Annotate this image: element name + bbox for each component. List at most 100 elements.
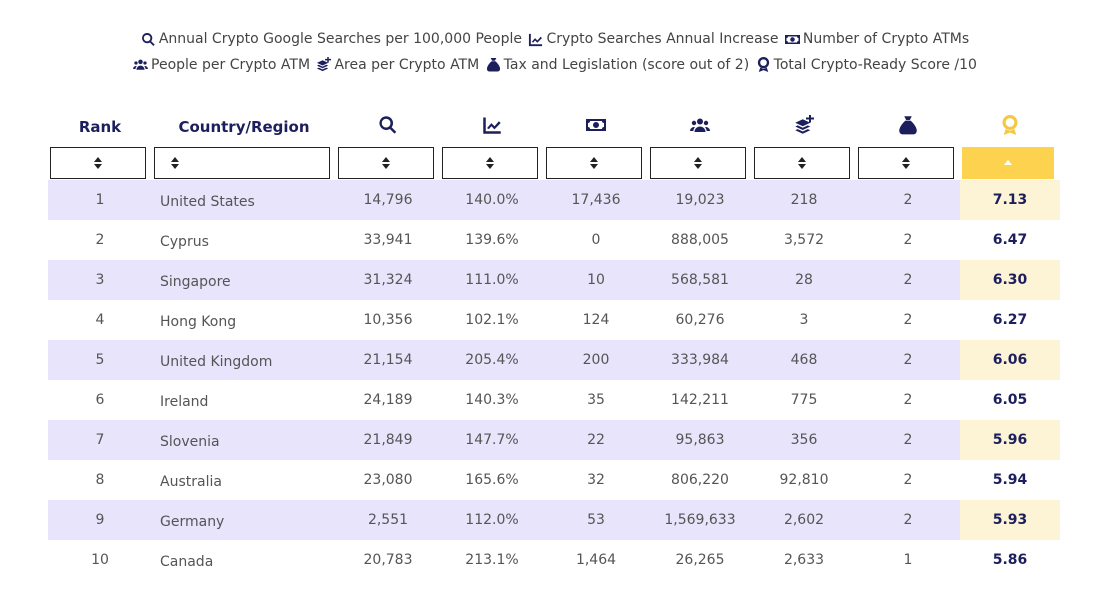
sort-icon: [694, 157, 702, 169]
sort-increase-button[interactable]: [442, 147, 538, 179]
cell-value: 7.13: [992, 192, 1028, 208]
sort-area-per-atm-button[interactable]: [754, 147, 850, 179]
cell-country: Ireland: [152, 380, 336, 420]
table-row: 1 United States 14,796 140.0% 17,436 19,023 21…: [48, 180, 1061, 220]
cell-value: 26,265: [675, 552, 725, 568]
cell-value: 10,356: [363, 312, 413, 328]
money-bill-icon: [784, 32, 803, 47]
cell-tax: 2: [856, 340, 960, 380]
cell-area-per-atm: 218: [752, 180, 856, 220]
cell-value: 95,863: [675, 432, 725, 448]
cell-tax: 2: [856, 420, 960, 460]
cell-value: 140.3%: [465, 392, 519, 408]
sort-cell: [336, 144, 440, 180]
cell-value: 2: [903, 312, 913, 328]
cell-value: Ireland: [160, 394, 209, 410]
sort-rank-button[interactable]: [50, 147, 146, 179]
cell-value: 2: [903, 272, 913, 288]
table-row: 8 Australia 23,080 165.6% 32 806,220 92,810 2 5.…: [48, 460, 1061, 500]
cell-value: 2: [903, 232, 913, 248]
legend-line-1: Annual Crypto Google Searches per 100,00…: [0, 28, 1110, 54]
cell-increase: 112.0%: [440, 500, 544, 540]
sort-cell: [440, 144, 544, 180]
cell-tax: 2: [856, 460, 960, 500]
cell-value: 147.7%: [465, 432, 519, 448]
cell-value: 1,464: [575, 552, 617, 568]
cell-rank: 9: [48, 500, 152, 540]
users-icon: [133, 57, 151, 72]
cell-area-per-atm: 28: [752, 260, 856, 300]
column-legend: Annual Crypto Google Searches per 100,00…: [0, 28, 1110, 79]
layers-plus-icon: [794, 115, 814, 139]
cell-tax: 2: [856, 220, 960, 260]
cell-value: 2,633: [783, 552, 825, 568]
cell-value: 7: [95, 432, 105, 448]
cell-searches: 33,941: [336, 220, 440, 260]
cell-rank: 4: [48, 300, 152, 340]
legend-label: Number of Crypto ATMs: [802, 31, 970, 47]
cell-value: Singapore: [160, 274, 231, 290]
sort-atms-button[interactable]: [546, 147, 642, 179]
cell-country: Australia: [152, 460, 336, 500]
cell-atms: 10: [544, 260, 648, 300]
cell-value: 17,436: [571, 192, 621, 208]
sort-cell: [648, 144, 752, 180]
cell-searches: 24,189: [336, 380, 440, 420]
cell-value: 10: [587, 272, 605, 288]
cell-tax: 2: [856, 380, 960, 420]
sort-icon: [798, 157, 806, 169]
table-body: 1 United States 14,796 140.0% 17,436 19,023 21…: [48, 180, 1061, 580]
column-header-label: Country/Region: [178, 118, 310, 136]
cell-atms: 22: [544, 420, 648, 460]
sort-country-button[interactable]: [154, 147, 330, 179]
cell-value: 1: [903, 552, 913, 568]
sort-icon: [902, 157, 910, 169]
cell-value: Canada: [160, 554, 214, 570]
cell-value: 6.27: [992, 312, 1028, 328]
legend-label: Total Crypto-Ready Score /10: [773, 56, 977, 73]
table-row: 5 United Kingdom 21,154 205.4% 200 333,984 468…: [48, 340, 1061, 380]
cell-value: 165.6%: [465, 472, 519, 488]
cell-value: 28: [795, 272, 813, 288]
cell-searches: 20,783: [336, 540, 440, 580]
money-bill-icon: [586, 115, 606, 139]
cell-value: 356: [790, 432, 818, 448]
sort-people-per-atm-button[interactable]: [650, 147, 746, 179]
cell-value: 213.1%: [465, 552, 519, 568]
cell-value: 2: [95, 232, 105, 248]
table-row: 6 Ireland 24,189 140.3% 35 142,211 775 2 6.05: [48, 380, 1061, 420]
legend-item: Crypto Searches Annual Increase: [528, 28, 778, 50]
table-row: 9 Germany 2,551 112.0% 53 1,569,633 2,602 2 5.93: [48, 500, 1061, 540]
cell-value: 14,796: [363, 192, 413, 208]
sort-cell: [152, 144, 336, 180]
cell-rank: 10: [48, 540, 152, 580]
sort-icon: [171, 157, 179, 169]
cell-people-per-atm: 806,220: [648, 460, 752, 500]
cell-area-per-atm: 2,633: [752, 540, 856, 580]
cell-score: 6.30: [960, 260, 1060, 300]
legend-line-2: People per Crypto ATM Area per Crypto AT…: [0, 54, 1110, 80]
cell-value: 2: [903, 192, 913, 208]
cell-searches: 2,551: [336, 500, 440, 540]
cell-tax: 2: [856, 500, 960, 540]
cell-increase: 205.4%: [440, 340, 544, 380]
cell-atms: 124: [544, 300, 648, 340]
cell-value: Slovenia: [160, 434, 220, 450]
cell-value: 806,220: [671, 472, 729, 488]
header-country: Country/Region: [152, 118, 336, 136]
cell-value: 6.47: [992, 232, 1028, 248]
sort-tax-button[interactable]: [858, 147, 954, 179]
cell-searches: 21,154: [336, 340, 440, 380]
cell-value: 1,569,633: [664, 512, 736, 528]
sort-icon: [486, 157, 494, 169]
sort-searches-button[interactable]: [338, 147, 434, 179]
cell-value: 9: [95, 512, 105, 528]
chart-line-icon: [528, 32, 546, 47]
cell-score: 5.94: [960, 460, 1060, 500]
cell-tax: 2: [856, 260, 960, 300]
cell-value: 35: [587, 392, 605, 408]
cell-score: 6.27: [960, 300, 1060, 340]
header-rank: Rank: [48, 118, 152, 136]
cell-area-per-atm: 3,572: [752, 220, 856, 260]
sort-score-button[interactable]: [962, 147, 1054, 179]
